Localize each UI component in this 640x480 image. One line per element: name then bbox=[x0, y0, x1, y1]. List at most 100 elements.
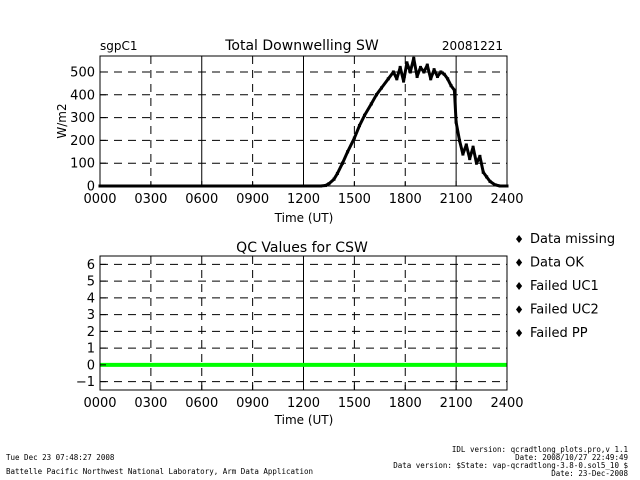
legend-marker: ♦ bbox=[514, 280, 524, 293]
sw-data-point bbox=[357, 124, 361, 128]
sw-data-point bbox=[380, 86, 384, 90]
sw-data-point bbox=[405, 61, 409, 65]
qc-legend: ♦ Data missing ♦ Data OK ♦ Failed UC1 ♦ Failed … bbox=[514, 232, 615, 341]
sw-data-point bbox=[395, 77, 399, 81]
sw-data-point bbox=[481, 170, 485, 174]
x-tick-label: 1500 bbox=[338, 192, 371, 207]
sw-data-point bbox=[412, 56, 416, 60]
sw-data-point bbox=[425, 63, 429, 67]
chart-title: QC Values for CSW bbox=[236, 240, 368, 256]
chart-title: Total Downwelling SW bbox=[224, 38, 379, 54]
y-tick-label: 4 bbox=[87, 291, 95, 306]
legend-item: ♦ Data missing bbox=[514, 232, 615, 247]
x-tick-label: 0000 bbox=[83, 396, 116, 411]
x-axis-label: Time (UT) bbox=[274, 413, 334, 427]
sw-data-point bbox=[346, 150, 350, 154]
x-tick-label: 0600 bbox=[185, 192, 218, 207]
legend-label: Data missing bbox=[530, 232, 615, 247]
sw-data-point bbox=[461, 152, 465, 156]
x-tick-label: 1800 bbox=[389, 192, 422, 207]
x-tick-label: 2400 bbox=[490, 396, 523, 411]
sw-data-point bbox=[341, 161, 345, 165]
footer-org: Battelle Pacific Northwest National Labo… bbox=[6, 467, 314, 476]
y-tick-label: 400 bbox=[70, 88, 95, 103]
x-tick-label: 2400 bbox=[490, 192, 523, 207]
legend-marker: ♦ bbox=[514, 233, 524, 246]
sw-series-line bbox=[100, 56, 507, 188]
sw-data-point bbox=[386, 77, 390, 81]
sw-data-point bbox=[415, 75, 419, 79]
x-tick-label: 0900 bbox=[236, 192, 269, 207]
sw-data-point bbox=[439, 70, 443, 74]
y-tick-label: 200 bbox=[70, 134, 95, 149]
x-tick-label: 1200 bbox=[287, 192, 320, 207]
sw-data-point bbox=[446, 77, 450, 81]
sw-data-point bbox=[422, 70, 426, 74]
sw-data-point bbox=[442, 72, 446, 76]
x-tick-label: 0000 bbox=[83, 192, 116, 207]
legend-item: ♦ Failed PP bbox=[514, 326, 588, 341]
sw-data-point bbox=[369, 102, 373, 106]
x-tick-label: 0900 bbox=[236, 396, 269, 411]
y-tick-label: 500 bbox=[70, 65, 95, 80]
legend-marker: ♦ bbox=[514, 257, 524, 270]
sw-data-point bbox=[464, 143, 468, 147]
sw-data-point bbox=[471, 145, 475, 149]
y-tick-label: −1 bbox=[76, 375, 95, 390]
y-tick-label: 300 bbox=[70, 111, 95, 126]
qc-values-chart: 0000 0300 0600 0900 1200 1500 1800 2100 2400 −1 0… bbox=[76, 240, 524, 427]
site-label: sgpC1 bbox=[100, 39, 138, 53]
sw-data-point bbox=[352, 136, 356, 140]
sw-data-point bbox=[458, 138, 462, 142]
sw-data-point bbox=[398, 65, 402, 69]
legend-item: ♦ Failed UC2 bbox=[514, 303, 599, 318]
y-axis-label: W/m2 bbox=[55, 103, 69, 138]
legend-marker: ♦ bbox=[514, 304, 524, 317]
downwelling-sw-chart: 0000 0300 0600 0900 1200 1500 1800 2100 2400 0 10… bbox=[55, 38, 524, 225]
x-tick-label: 1200 bbox=[287, 396, 320, 411]
y-tick-label: 5 bbox=[87, 275, 95, 290]
sw-data-point bbox=[332, 177, 336, 181]
sw-data-point bbox=[374, 93, 378, 97]
legend-label: Data OK bbox=[530, 256, 584, 271]
y-tick-label: 6 bbox=[87, 258, 95, 273]
sw-data-point bbox=[435, 75, 439, 79]
x-tick-label: 0300 bbox=[134, 192, 167, 207]
legend-label: Failed PP bbox=[530, 326, 588, 341]
x-tick-label: 1800 bbox=[389, 396, 422, 411]
footer-timestamp: Tue Dec 23 07:48:27 2008 bbox=[6, 453, 115, 462]
y-tick-label: 0 bbox=[87, 180, 95, 195]
sw-data-point bbox=[429, 77, 433, 81]
sw-data-point bbox=[402, 79, 406, 83]
legend-label: Failed UC1 bbox=[530, 279, 599, 294]
sw-data-point bbox=[432, 68, 436, 72]
y-tick-label: 3 bbox=[87, 308, 95, 323]
x-tick-label: 0300 bbox=[134, 396, 167, 411]
x-axis-label: Time (UT) bbox=[274, 211, 334, 225]
footer-data-version: Data version: $State: vap-qcradtlong-3.8… bbox=[393, 461, 628, 470]
sw-data-point bbox=[327, 182, 331, 186]
y-tick-label: 100 bbox=[70, 157, 95, 172]
sw-data-point bbox=[391, 70, 395, 74]
sw-data-point bbox=[454, 120, 458, 124]
legend-item: ♦ Failed UC1 bbox=[514, 279, 599, 294]
sw-data-point bbox=[363, 113, 367, 117]
y-tick-label: 2 bbox=[87, 325, 95, 340]
x-tick-label: 2100 bbox=[440, 396, 473, 411]
sw-data-point bbox=[478, 154, 482, 158]
sw-data-point bbox=[408, 70, 412, 74]
x-tick-label: 1500 bbox=[338, 396, 371, 411]
x-tick-label: 2100 bbox=[440, 192, 473, 207]
y-tick-label: 1 bbox=[87, 342, 95, 357]
sw-data-point bbox=[419, 65, 423, 69]
y-tick-label: 0 bbox=[87, 358, 95, 373]
x-tick-label: 0600 bbox=[185, 396, 218, 411]
footer-idl-version: IDL version: qcradtlong_plots.pro,v 1.1 bbox=[451, 445, 628, 454]
sw-data-point bbox=[468, 157, 472, 161]
legend-marker: ♦ bbox=[514, 327, 524, 340]
sw-data-point bbox=[488, 179, 492, 183]
sw-data-point bbox=[335, 171, 339, 175]
sw-data-point bbox=[474, 161, 478, 165]
legend-item: ♦ Data OK bbox=[514, 256, 584, 271]
